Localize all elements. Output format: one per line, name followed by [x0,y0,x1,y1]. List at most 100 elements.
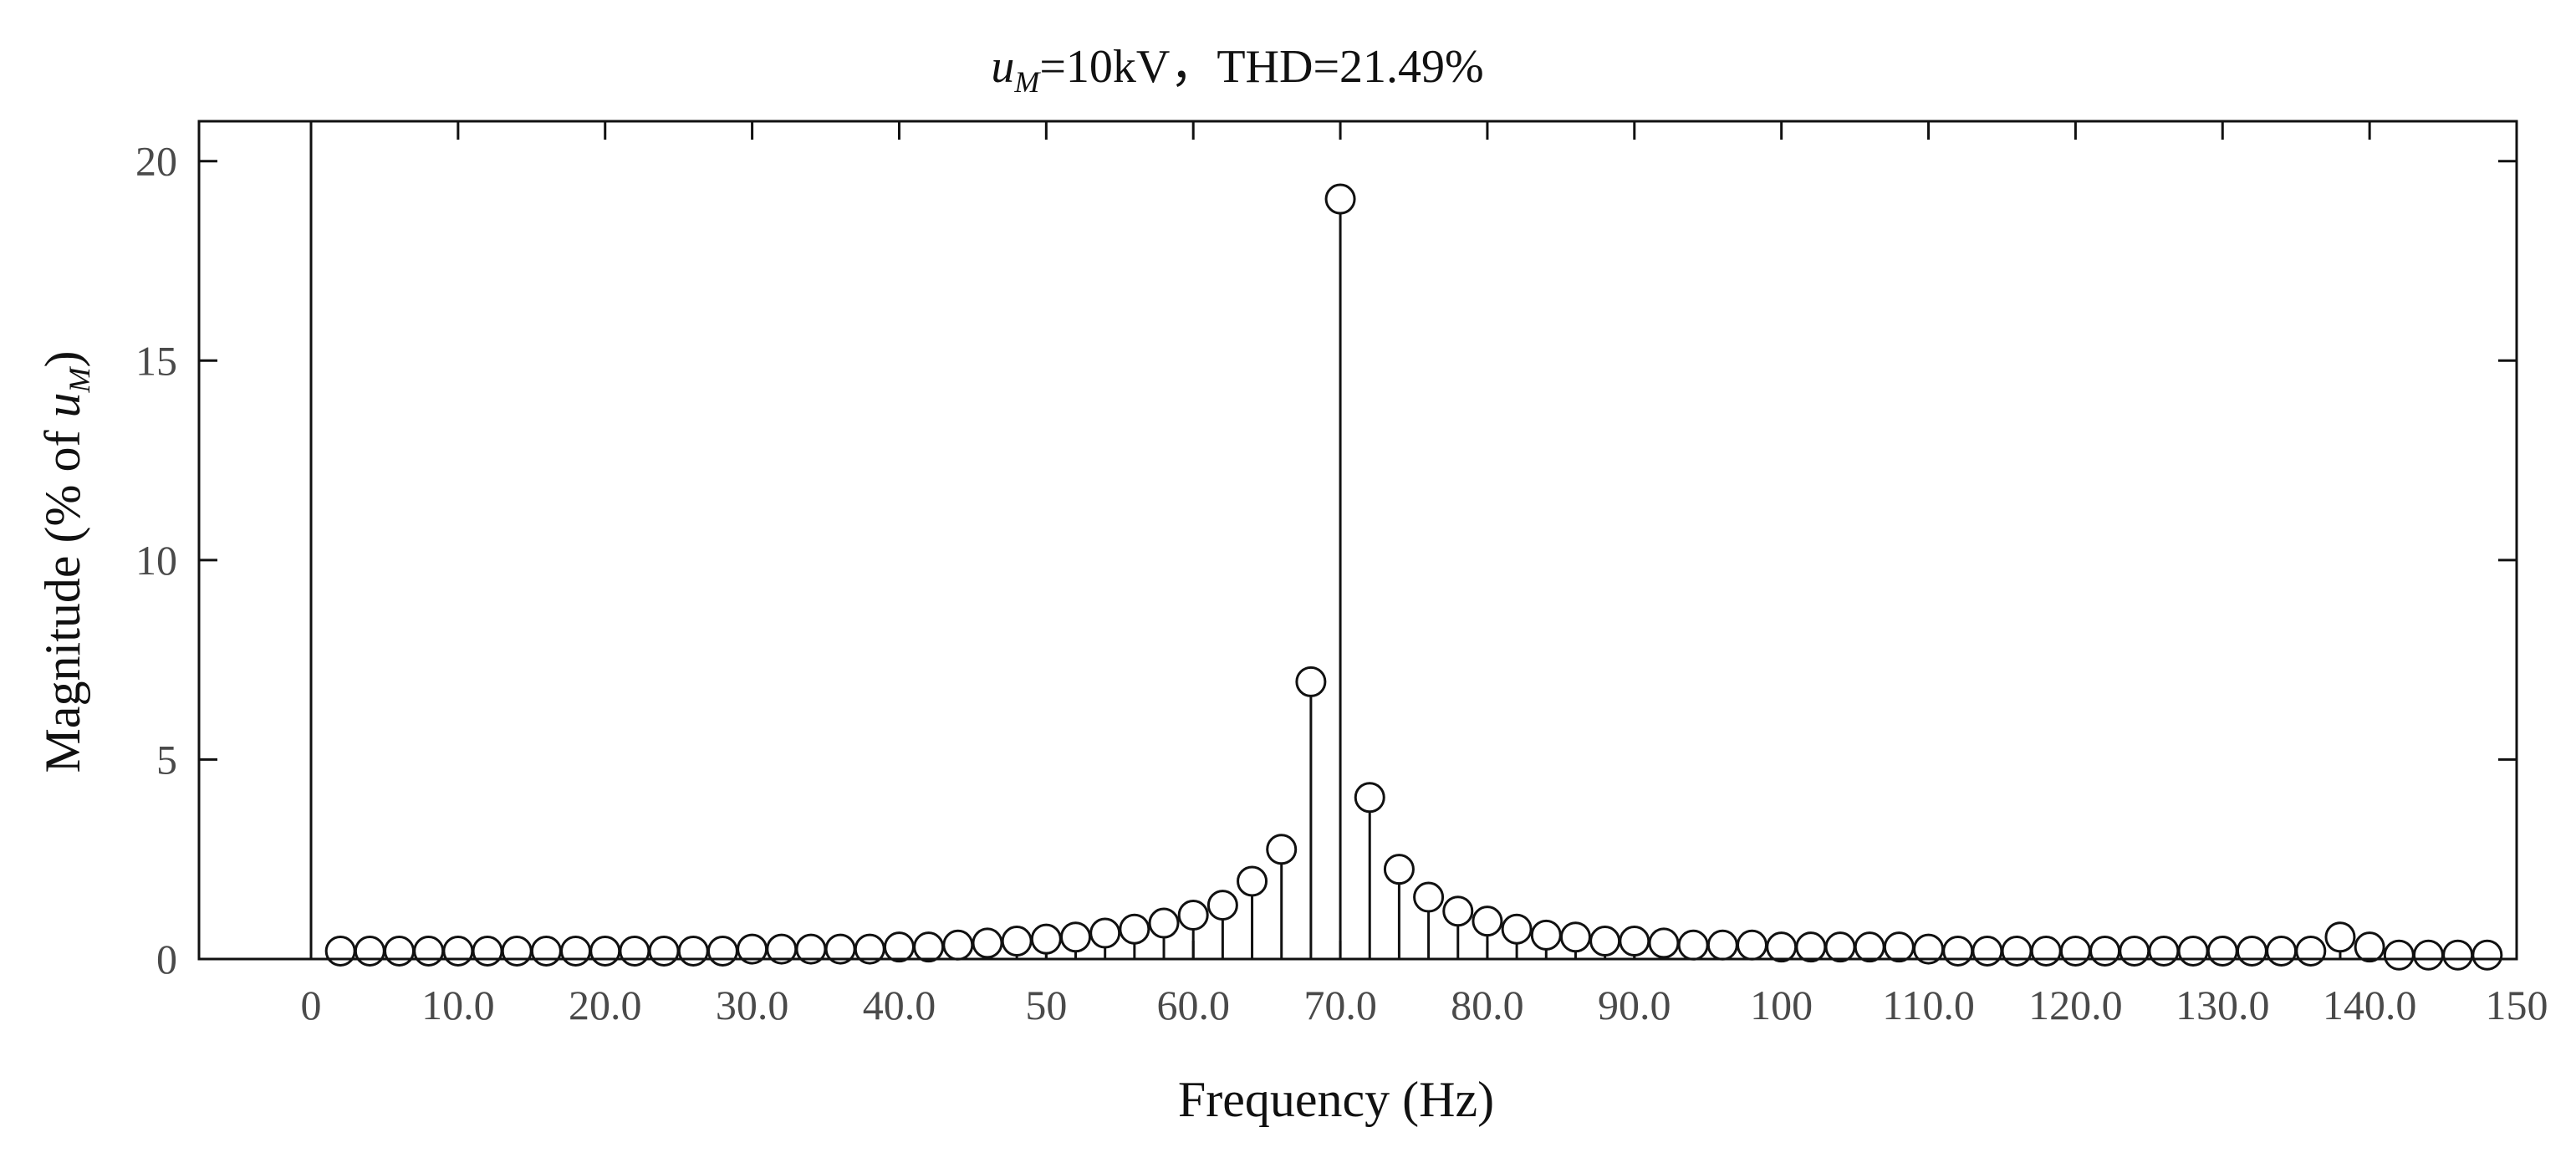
stem-marker [1119,913,1150,945]
stem-marker [1413,881,1445,913]
title-subscript: M [1013,65,1041,99]
stem-marker [2442,939,2474,971]
stem-marker [1530,919,1562,951]
stem-marker [530,935,562,967]
stem-marker [1854,931,1885,963]
stem-marker [1472,906,1503,937]
stem-marker [2295,935,2327,967]
stem-marker [472,935,503,967]
title-symbol: u [991,41,1014,93]
stem-marker [972,927,1003,959]
stem-marker [648,935,680,967]
x-tick-label: 30.0 [716,982,789,1028]
x-axis-label: Frequency (Hz) [1178,1072,1494,1127]
x-tick-label: 40.0 [863,982,936,1028]
y-axis-label-prefix: Magnitude (% of [35,418,90,773]
x-tick-label: 70.0 [1303,982,1377,1028]
y-tick-label: 0 [156,936,177,982]
stem-marker [1060,921,1092,953]
stem-marker [413,935,445,967]
stem-marker [942,929,974,961]
stem-marker [619,935,650,967]
y-tick-label: 20 [135,138,177,185]
stem-marker [1824,931,1856,963]
stem-marker [1706,929,1738,961]
stem-marker [1942,935,1974,967]
stem-marker [1354,782,1385,814]
x-tick-label: 120.0 [2028,982,2123,1028]
y-tick-label: 10 [135,537,177,584]
y-tick-label: 5 [156,736,177,783]
stem-marker [2236,935,2267,967]
stem-marker [2206,935,2238,967]
stem-marker [1001,926,1033,957]
x-tick-label: 20.0 [569,982,642,1028]
x-tick-label: 140.0 [2323,982,2417,1028]
stem-marker [384,935,416,967]
stem-marker [1501,913,1533,945]
stem-marker [2383,939,2415,971]
x-tick-label: 50 [1025,982,1067,1028]
stem-marker [1736,929,1767,961]
x-tick-label: 10.0 [421,982,495,1028]
x-tick-label: 110.0 [1882,982,1975,1028]
x-tick-label: 90.0 [1598,982,1671,1028]
y-tick-label: 15 [135,337,177,384]
stem-marker [2119,935,2150,967]
stem-marker [501,935,533,967]
stem-marker [883,931,915,963]
y-axis-label: Magnitude (% of uM) [35,351,96,773]
stem-marker [2354,931,2385,963]
stem-marker [1295,666,1327,697]
stem-marker [324,935,356,967]
stem-marker [2148,935,2180,967]
stem-marker [1559,921,1591,953]
stem-marker [2089,935,2121,967]
stem-marker [2324,921,2356,953]
stem-marker [1089,917,1121,949]
y-axis-label-symbol: u [35,393,90,418]
stem-marker [2412,939,2444,971]
stem-marker [1589,926,1621,957]
x-tick-label: 60.0 [1156,982,1230,1028]
plot-frame [197,120,2518,961]
title-text: =10kV，THD=21.49% [1039,41,1483,93]
stem-marker [1266,834,1298,865]
stem-marker [2266,935,2298,967]
y-axis-label-suffix: ) [35,351,90,368]
stem-marker [1237,865,1268,897]
stem-marker [2030,935,2062,967]
x-tick-label: 80.0 [1451,982,1524,1028]
stem-marker [560,935,592,967]
axis-ticks: 0 10.0 20.0 30.0 40.0 50 60.0 70.0 80.0 90.0 100 11… [135,121,2548,1028]
stem-marker [706,935,738,967]
stem-marker [677,935,709,967]
y-axis-label-subscript: M [63,366,96,394]
stem-marker [1883,931,1915,963]
stem-marker [1619,926,1650,957]
stem-marker [354,935,385,967]
stem-marker [1766,931,1798,963]
stem-marker [1972,935,2003,967]
x-tick-label: 100 [1750,982,1813,1028]
stem-marker [1383,854,1415,885]
stem-marker [913,931,945,963]
stem-marker [1648,927,1680,959]
stem-marker [1148,907,1180,939]
stem-marker [442,935,474,967]
stem-marker [1206,890,1238,921]
stem-marker [1795,931,1827,963]
stem-marker [2177,935,2209,967]
stem-marker [2001,935,2033,967]
stem-marker [1177,900,1209,931]
chart-title: uM=10kV，THD=21.49% [991,41,1483,99]
stem-marker [1324,183,1356,215]
stem-marker [589,935,621,967]
stem-marker [1030,923,1062,955]
stem-marker [2059,935,2091,967]
x-tick-label: 0 [301,982,322,1028]
stem-marker [1442,895,1474,927]
x-tick-label: 150 [2486,982,2548,1028]
stem-marker [1677,929,1709,961]
